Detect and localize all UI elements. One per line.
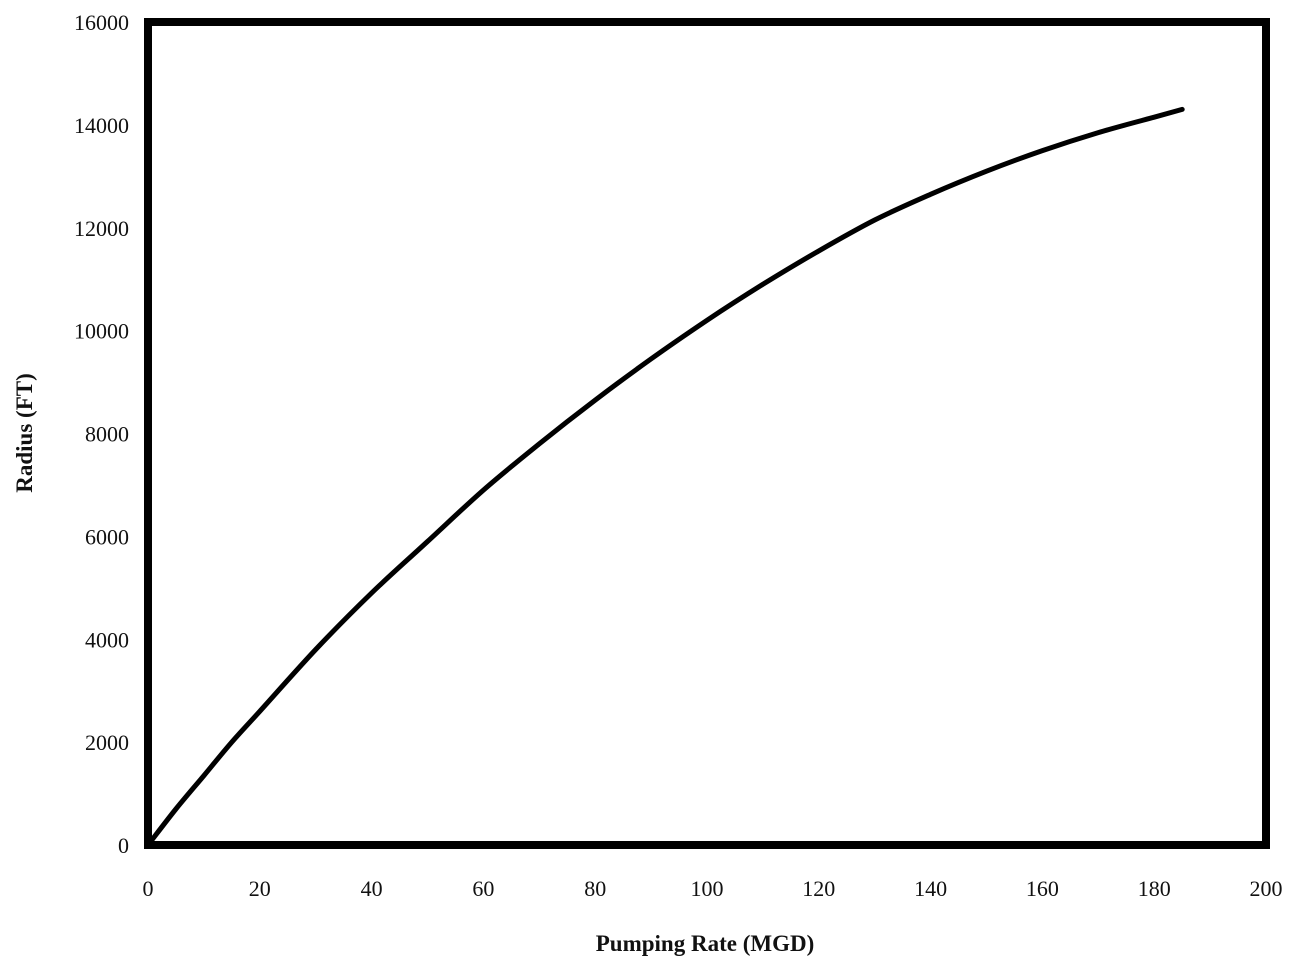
y-tick-label: 6000 <box>85 524 129 549</box>
x-tick-label: 40 <box>361 876 383 901</box>
x-tick-label: 0 <box>143 876 154 901</box>
x-tick-label: 100 <box>691 876 724 901</box>
x-tick-label: 80 <box>584 876 606 901</box>
series-line <box>145 106 1185 848</box>
plot-frame <box>144 18 1270 849</box>
x-tick-label: 200 <box>1250 876 1283 901</box>
x-tick-label: 140 <box>914 876 947 901</box>
y-tick-label: 14000 <box>74 113 129 138</box>
x-tick-label: 60 <box>472 876 494 901</box>
y-tick-label: 10000 <box>74 319 129 344</box>
x-tick-label: 120 <box>802 876 835 901</box>
y-tick-label: 4000 <box>85 627 129 652</box>
x-tick-labels: 0 20 40 60 80 100 120 140 160 180 200 <box>143 876 1283 901</box>
y-tick-label: 2000 <box>85 730 129 755</box>
y-axis-title: Radius (FT) <box>12 373 37 493</box>
y-tick-labels: 0 2000 4000 6000 8000 10000 12000 14000 16000 <box>74 10 129 858</box>
y-tick-label: 12000 <box>74 216 129 241</box>
x-axis-title: Pumping Rate (MGD) <box>596 931 814 956</box>
x-tick-label: 160 <box>1026 876 1059 901</box>
y-tick-label: 8000 <box>85 422 129 447</box>
y-tick-label: 0 <box>118 833 129 858</box>
x-tick-label: 180 <box>1138 876 1171 901</box>
x-tick-label: 20 <box>249 876 271 901</box>
y-tick-label: 16000 <box>74 10 129 35</box>
